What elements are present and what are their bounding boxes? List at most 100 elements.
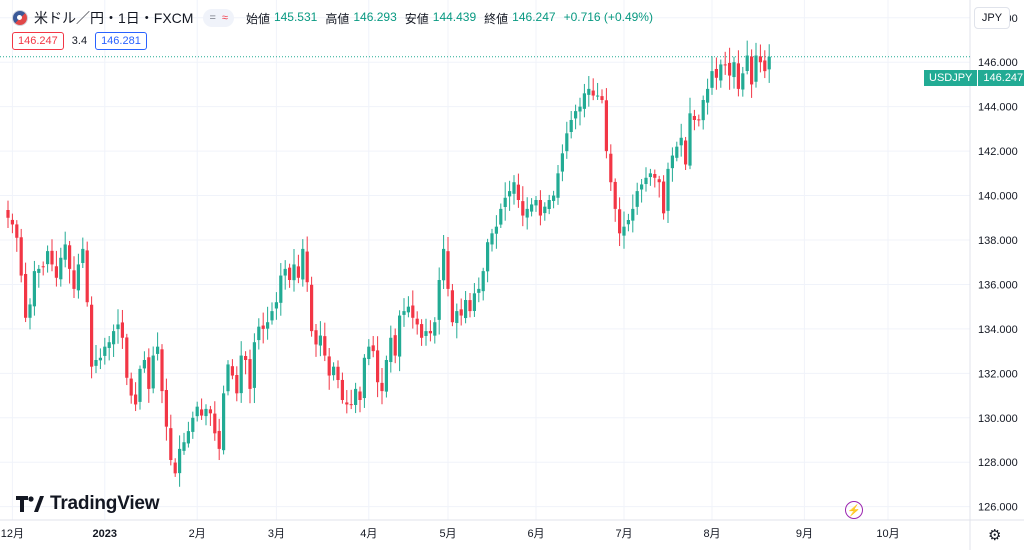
candle-body: [15, 224, 19, 238]
candle-body: [578, 106, 582, 112]
candle-body: [543, 206, 547, 214]
candle-body: [459, 309, 463, 316]
ohlc-values: 始値 145.531 高値 146.293 安値 144.439 終値 146.247 …: [246, 10, 657, 27]
candle-body: [37, 268, 41, 273]
candle-body: [222, 393, 226, 451]
candle-body: [701, 100, 705, 121]
candle-body: [547, 200, 551, 209]
candle-body: [362, 357, 366, 399]
candle-body: [340, 379, 344, 400]
symbol-title[interactable]: 米ドル／円・1日・FXCM: [34, 10, 194, 26]
candle-body: [248, 359, 252, 389]
approx-icon: ≈: [221, 12, 228, 24]
candle-body: [367, 346, 371, 360]
currency-button[interactable]: JPY: [974, 7, 1010, 29]
candle-body: [433, 322, 437, 336]
change-value: +0.716 (+0.49%): [563, 9, 653, 24]
candle-body: [63, 244, 67, 260]
x-tick-label: 9月: [796, 528, 813, 540]
y-tick-label: 126.000: [978, 502, 1018, 514]
candle-body: [714, 68, 718, 78]
candle-body: [512, 182, 516, 194]
high-label: 高値: [325, 11, 350, 26]
candle-body: [296, 266, 300, 278]
candle-body: [24, 273, 28, 318]
x-tick-label: 6月: [527, 528, 544, 540]
candle-body: [719, 64, 723, 81]
candle-body: [644, 177, 648, 185]
candle-body: [314, 330, 318, 345]
candle-body: [538, 200, 542, 216]
candle-body: [68, 245, 72, 269]
candle-body: [54, 266, 58, 278]
candle-body: [129, 378, 133, 396]
chart-header: 米ドル／円・1日・FXCM = ≈ 始値 145.531 高値 146.293 安値…: [12, 8, 657, 28]
x-tick-label: 5月: [439, 528, 456, 540]
candle-body: [723, 64, 727, 66]
candle-body: [217, 430, 221, 449]
candle-body: [371, 345, 375, 352]
candle-body: [292, 264, 296, 281]
low-value: 144.439: [432, 9, 477, 24]
candle-body: [486, 242, 490, 272]
candle-body: [336, 366, 340, 380]
candle-body: [266, 322, 270, 329]
candle-body: [604, 100, 608, 152]
candle-body: [662, 181, 666, 214]
candle-body: [384, 360, 388, 392]
candle-body: [182, 442, 186, 451]
x-tick-label: 2023: [93, 528, 117, 540]
candle-body: [151, 355, 155, 389]
candle-body: [72, 270, 76, 289]
candle-body: [499, 208, 503, 225]
sell-button[interactable]: 146.247: [12, 32, 64, 50]
candle-body: [76, 264, 80, 291]
gear-icon[interactable]: ⚙: [988, 527, 1002, 544]
candle-body: [490, 233, 494, 245]
candle-body: [503, 197, 507, 207]
candle-body: [169, 428, 173, 460]
candle-body: [41, 266, 45, 268]
candle-body: [574, 111, 578, 119]
candle-body: [244, 355, 248, 360]
candle-body: [90, 304, 94, 367]
x-tick-label: 7月: [615, 528, 632, 540]
candle-body: [125, 337, 129, 378]
lightning-icon[interactable]: ⚡: [845, 501, 863, 519]
candle-body: [46, 251, 50, 265]
candle-body: [477, 288, 481, 293]
y-tick-label: 130.000: [978, 413, 1018, 425]
candle-body: [666, 168, 670, 211]
open-label: 始値: [245, 11, 270, 26]
candle-body: [257, 326, 261, 341]
candle-body: [239, 355, 243, 394]
candle-body: [468, 300, 472, 312]
candle-body: [442, 248, 446, 281]
candle-body: [455, 311, 459, 324]
candle-body: [213, 413, 217, 434]
last-price-value: 146.247: [977, 70, 1024, 86]
y-tick-label: 138.000: [978, 235, 1018, 247]
candle-body: [679, 137, 683, 146]
candle-body: [6, 210, 10, 218]
candle-body: [288, 267, 292, 280]
candle-body: [208, 409, 212, 414]
candle-body: [10, 219, 14, 225]
tradingview-logo[interactable]: TradingView: [16, 493, 160, 515]
candle-body: [186, 431, 190, 444]
x-tick-label: 3月: [268, 528, 285, 540]
candle-body: [120, 322, 124, 338]
candle-body: [411, 305, 415, 318]
candle-body: [582, 93, 586, 109]
candle-body: [112, 331, 116, 345]
candle-body: [446, 251, 450, 289]
candle-body: [81, 248, 85, 264]
candle-body: [618, 209, 622, 234]
x-tick-label: 8月: [703, 528, 720, 540]
candle-body: [420, 324, 424, 338]
x-tick-label: 10月: [876, 528, 899, 540]
indicator-pill[interactable]: = ≈: [203, 9, 234, 27]
buy-button[interactable]: 146.281: [95, 32, 147, 50]
candle-body: [358, 391, 362, 400]
